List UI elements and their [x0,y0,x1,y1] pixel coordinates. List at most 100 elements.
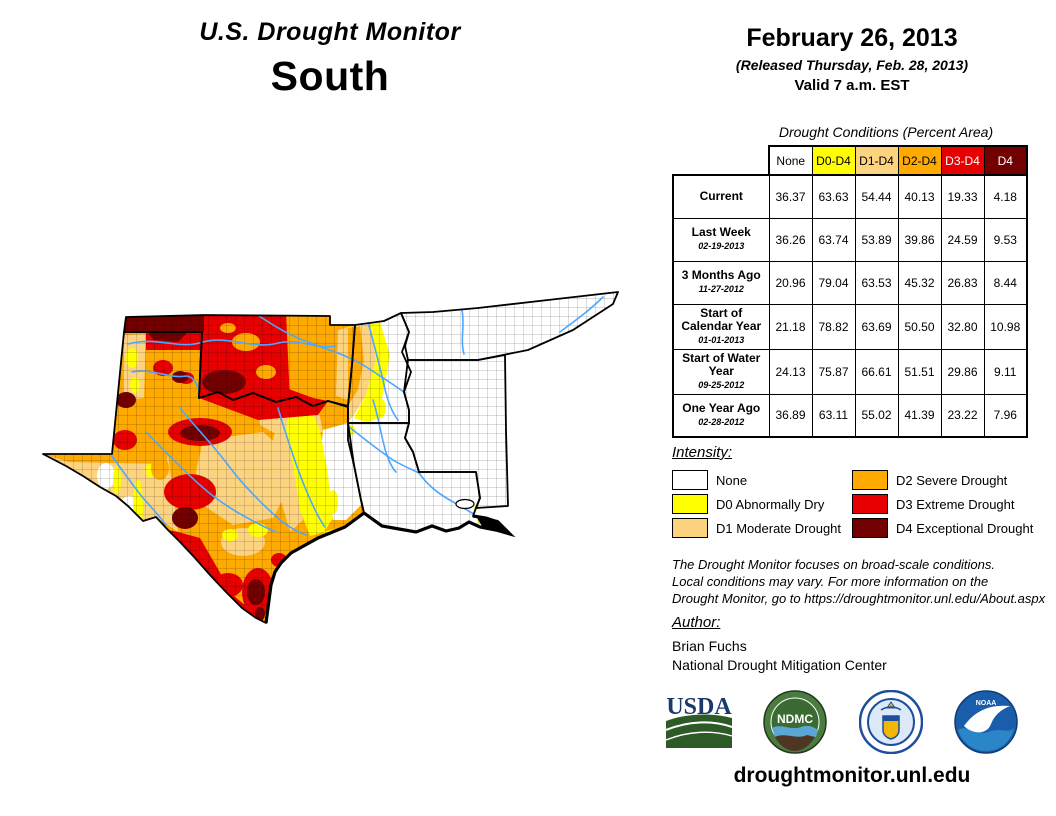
percent-area-value: 50.50 [897,303,942,350]
valid-time: Valid 7 a.m. EST [794,77,910,94]
commerce-seal-logo [858,690,923,754]
legend-item-none: None [672,468,852,492]
percent-area-value: 8.44 [983,260,1028,305]
row-label: Current [672,174,770,219]
d2-swatch [852,470,888,490]
percent-area-value: 41.39 [897,393,942,438]
percent-area-value: 39.86 [897,217,942,262]
ndmc-soil-icon [775,735,816,751]
percent-area-value: 66.61 [854,348,899,395]
legend-item-d0: D0 Abnormally Dry [672,492,852,516]
ndmc-logo: NDMC [763,690,828,754]
row-label: One Year Ago 02-28-2012 [672,393,770,438]
legend-label: D1 Moderate Drought [716,520,842,536]
legend-label: D2 Severe Drought [896,472,1008,488]
rivers [111,296,604,536]
legend-title: Intensity: [672,444,733,461]
percent-area-value: 63.69 [854,303,899,350]
percent-area-value: 9.53 [983,217,1028,262]
row-sublabel-date: 01-01-2013 [698,334,745,345]
percent-area-value: 24.13 [768,348,813,395]
percent-area-value: 63.53 [854,260,899,305]
d0-swatch [672,494,708,514]
d1-swatch [672,518,708,538]
column-header-d1-d4: D1-D4 [854,145,899,176]
row-label: Start of Water Year 09-25-2012 [672,348,770,395]
legend-label: D3 Extreme Drought [896,496,1015,512]
percent-area-value: 9.11 [983,348,1028,395]
legend-item-d2: D2 Severe Drought [852,468,1042,492]
footer-url: droughtmonitor.unl.edu [733,764,971,787]
row-label: Last Week 02-19-2013 [672,217,770,262]
percent-area-value: 55.02 [854,393,899,438]
row-label: Start of Calendar Year 01-01-2013 [672,303,770,350]
legend-label: None [716,472,748,488]
column-header-none: None [768,145,813,176]
percent-area-value: 51.51 [897,348,942,395]
table-row: One Year Ago 02-28-2012 36.89 63.11 55.02 41.… [672,393,1028,438]
percent-area-value: 54.44 [854,174,899,219]
percent-area-value: 21.18 [768,303,813,350]
gulf-coast [264,498,516,624]
logos-row: USDA NDMC NOAA [666,690,1018,754]
percent-area-value: 36.89 [768,393,813,438]
usda-field-icon [666,714,732,748]
date-block: February 26, 2013 (Released Thursday, Fe… [676,24,1028,94]
disclaimer-text: The Drought Monitor focuses on broad-sca… [672,556,1052,607]
release-date: (Released Thursday, Feb. 28, 2013) [735,57,969,73]
table-title: Drought Conditions (Percent Area) [778,124,994,140]
percent-area-value: 79.04 [811,260,856,305]
region-title: South [270,53,390,99]
percent-area-value: 63.74 [811,217,856,262]
none-swatch [672,470,708,490]
percent-area-value: 63.63 [811,174,856,219]
page-title: U.S. Drought Monitor [199,18,461,46]
row-sublabel-date: 02-19-2013 [698,241,745,251]
disclaimer-line: Local conditions may vary. For more info… [672,574,989,589]
south-drought-map [28,280,662,644]
row-sublabel-date: 09-25-2012 [698,379,745,390]
percent-area-value: 26.83 [940,260,985,305]
table-header-row: None D0-D4 D1-D4 D2-D4 D3-D4 D4 [673,145,1028,176]
percent-area-value: 32.80 [940,303,985,350]
table-row: Last Week 02-19-2013 36.26 63.74 53.89 39.86 2… [672,217,1028,262]
row-label: 3 Months Ago 11-27-2012 [672,260,770,305]
column-header-d4: D4 [983,145,1028,176]
percent-area-value: 45.32 [897,260,942,305]
percent-area-value: 40.13 [897,174,942,219]
commerce-shield-icon [881,715,900,740]
legend-label: D4 Exceptional Drought [896,520,1034,536]
noaa-sea-icon [957,728,1014,751]
noaa-logo: NOAA [954,690,1018,754]
percent-area-value: 7.96 [983,393,1028,438]
column-header-d0-d4: D0-D4 [811,145,856,176]
percent-area-value: 23.22 [940,393,985,438]
map-svg [42,291,619,624]
legend-grid: None D0 Abnormally Dry D1 Moderate Drought… [672,468,1042,540]
percent-area-value: 10.98 [983,303,1028,350]
noaa-text: NOAA [976,700,997,707]
intensity-legend: Intensity: None D0 Abnormally Dry D1 Moder… [672,444,1042,540]
ndmc-text: NDMC [777,712,813,726]
drought-conditions-table: None D0-D4 D1-D4 D2-D4 D3-D4 D4 Current 36.37 6… [672,145,1028,438]
percent-area-value: 53.89 [854,217,899,262]
table-corner [673,146,769,175]
table-row: 3 Months Ago 11-27-2012 20.96 79.04 63.53 45.… [672,260,1028,305]
legend-item-d1: D1 Moderate Drought [672,516,852,540]
map-date: February 26, 2013 [746,24,958,52]
disclaimer-line: Drought Monitor, go to https://droughtmo… [672,591,1046,606]
percent-area-value: 36.26 [768,217,813,262]
percent-area-value: 63.11 [811,393,856,438]
lake-pontchartrain [455,498,475,510]
column-header-d3-d4: D3-D4 [940,145,985,176]
author-org: National Drought Mitigation Center [672,657,887,673]
legend-label: D0 Abnormally Dry [716,496,825,512]
noaa-bird-icon [963,705,1010,733]
table-row: Start of Water Year 09-25-2012 24.13 75.87 6… [672,348,1028,395]
table-row: Current 36.37 63.63 54.44 40.13 19.33 4.18 [672,174,1028,219]
percent-area-value: 19.33 [940,174,985,219]
author-name: Brian Fuchs [672,638,747,654]
legend-item-d3: D3 Extreme Drought [852,492,1042,516]
usda-logo: USDA [666,694,732,748]
